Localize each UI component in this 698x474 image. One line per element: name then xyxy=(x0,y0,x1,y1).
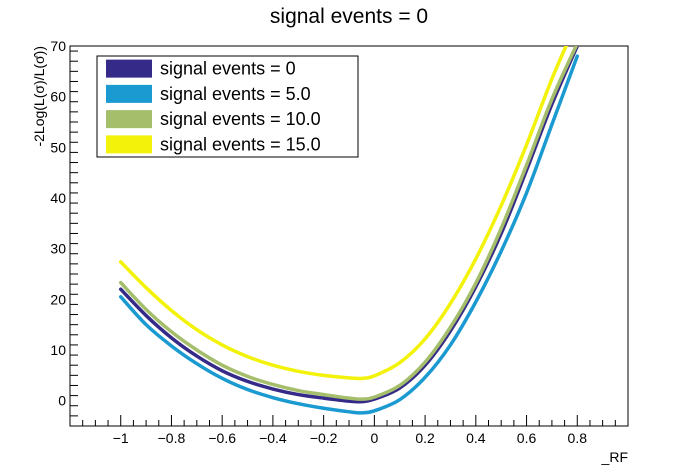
y-tick-label: 20 xyxy=(50,291,66,307)
legend-swatch xyxy=(106,84,152,103)
series-layer xyxy=(118,46,580,415)
legend-swatch xyxy=(106,110,152,129)
x-tick-label: 0.8 xyxy=(568,430,588,446)
x-tick-label: 0.4 xyxy=(466,430,486,446)
y-axis: 0 10 20 30 40 50 60 70 xyxy=(50,38,78,427)
x-tick-label: −0.4 xyxy=(259,430,287,446)
series-line-0 xyxy=(118,46,580,404)
x-tick-label: 0 xyxy=(370,430,378,446)
x-tick-label: −0.2 xyxy=(310,430,338,446)
series-line-3 xyxy=(118,46,568,381)
x-tick-label: 0.6 xyxy=(517,430,537,446)
legend: signal events = 0 signal events = 5.0 sign… xyxy=(96,55,359,158)
series-line-2 xyxy=(118,46,579,401)
x-axis: −1 −0.8 −0.6 −0.4 −0.2 0 0.2 0.4 0.6 0.8 xyxy=(69,415,629,446)
x-tick-label: −0.6 xyxy=(208,430,236,446)
legend-swatch xyxy=(106,59,152,78)
x-axis-title: _RF xyxy=(601,449,628,465)
y-tick-label: 70 xyxy=(50,38,66,54)
x-tick-label: −1 xyxy=(113,430,129,446)
chart-title: signal events = 0 xyxy=(270,5,428,28)
legend-label: signal events = 5.0 xyxy=(160,84,311,104)
x-tick-label: 0.2 xyxy=(415,430,435,446)
y-tick-label: 0 xyxy=(58,393,66,409)
y-tick-label: 40 xyxy=(50,190,66,206)
legend-swatch xyxy=(106,135,152,154)
y-axis-title: -2Log(L(σ)/L(σ̂)) xyxy=(31,46,47,147)
legend-label: signal events = 0 xyxy=(160,59,296,79)
y-tick-label: 10 xyxy=(50,342,66,358)
series-line-1 xyxy=(118,54,580,415)
y-tick-label: 30 xyxy=(50,241,66,257)
x-tick-label: −0.8 xyxy=(158,430,186,446)
legend-label: signal events = 10.0 xyxy=(160,109,321,129)
legend-label: signal events = 15.0 xyxy=(160,134,321,154)
y-tick-label: 50 xyxy=(50,139,66,155)
y-tick-label: 60 xyxy=(50,89,66,105)
